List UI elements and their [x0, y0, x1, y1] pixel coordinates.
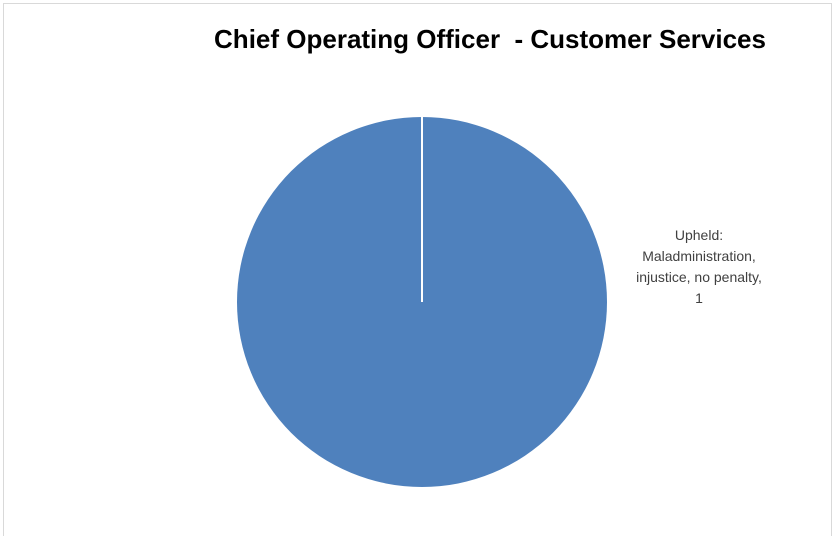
- chart-title: Chief Operating Officer - Customer Servi…: [214, 24, 766, 54]
- data-label: Upheld: Maladministration, injustice, no…: [636, 227, 762, 306]
